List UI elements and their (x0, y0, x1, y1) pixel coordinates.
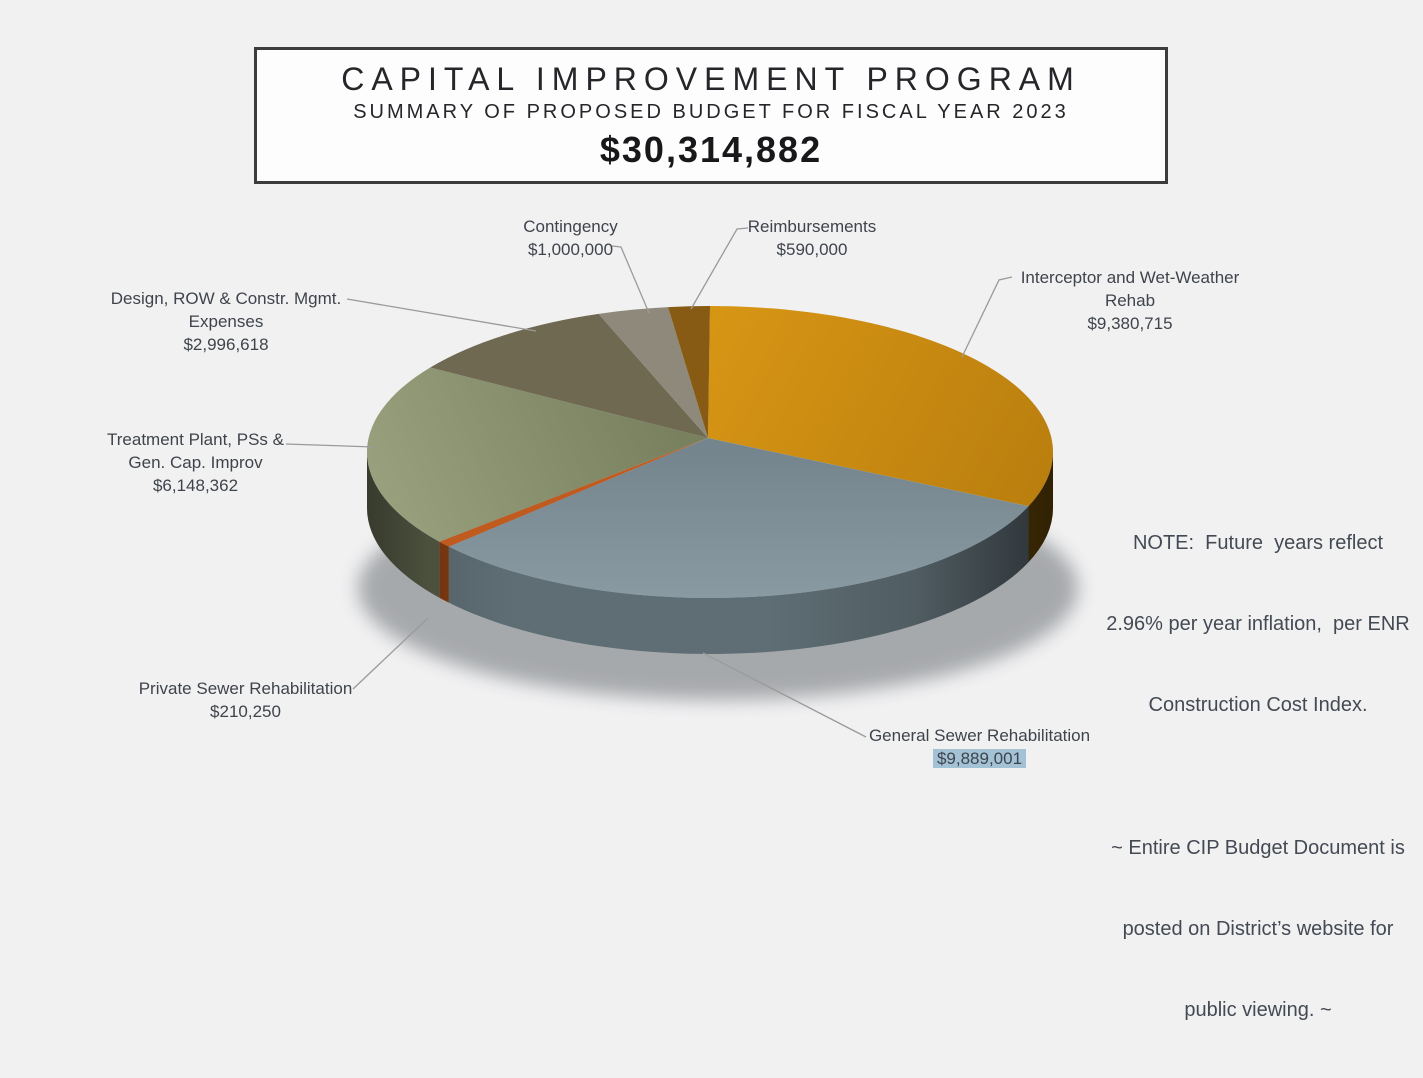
slice-label-general-sewer: General Sewer Rehabilitation $9,889,001 (858, 724, 1101, 770)
page-background: { "title": { "line1": "CAPITAL IMPROVEME… (93, 47, 1410, 1021)
slice-value: $9,889,001 (858, 747, 1101, 770)
leader-line-general-sewer (702, 652, 867, 738)
slice-value: $1,000,000 (527, 240, 614, 259)
pie-chart (285, 227, 1078, 738)
slice-label-design: Design, ROW & Constr. Mgmt. Expenses $2,… (100, 287, 352, 356)
pie-slice-contingency[interactable] (598, 307, 708, 438)
slice-label-interceptor: Interceptor and Wet-Weather Rehab $9,380… (1005, 266, 1255, 335)
slice-value: $210,250 (210, 702, 281, 721)
slice-label-reimbursements: Reimbursements $590,000 (727, 215, 897, 261)
leader-line-private-sewer (352, 617, 429, 690)
note-block: NOTE: Future years reflect 2.96% per yea… (1106, 532, 1410, 1021)
leader-line-interceptor (961, 276, 1013, 358)
selected-value-highlight: $9,889,001 (932, 749, 1027, 768)
pie-slice-general-sewer[interactable] (448, 438, 1029, 598)
slice-label-contingency: Contingency $1,000,000 (488, 215, 653, 261)
pie-slice-private-sewer[interactable] (439, 438, 708, 547)
slice-label-private-sewer: Private Sewer Rehabilitation $210,250 (128, 677, 363, 723)
leader-line-design (346, 298, 537, 332)
leader-line-treatment (285, 443, 375, 448)
chart-title: CAPITAL IMPROVEMENT PROGRAM (341, 60, 1081, 97)
pie-slice-interceptor[interactable] (708, 306, 1053, 507)
pie-slice-design[interactable] (430, 313, 708, 438)
chart-subtitle: SUMMARY OF PROPOSED BUDGET FOR FISCAL YE… (353, 100, 1069, 123)
slice-value: $2,996,618 (183, 335, 269, 354)
title-box: CAPITAL IMPROVEMENT PROGRAM SUMMARY OF P… (254, 47, 1168, 184)
pie-slice-treatment[interactable] (367, 367, 708, 542)
budget-total: $30,314,882 (599, 128, 823, 170)
leader-line-contingency (611, 245, 650, 314)
slice-value: $9,380,715 (1087, 314, 1173, 333)
slice-label-treatment: Treatment Plant, PSs & Gen. Cap. Improv … (93, 428, 298, 497)
leader-line-reimbursements (690, 227, 749, 310)
pie-wall-shading (367, 452, 1053, 654)
pie-slice-reimbursements[interactable] (668, 306, 710, 438)
slice-value: $6,148,362 (152, 476, 239, 495)
slice-value: $590,000 (776, 240, 848, 259)
